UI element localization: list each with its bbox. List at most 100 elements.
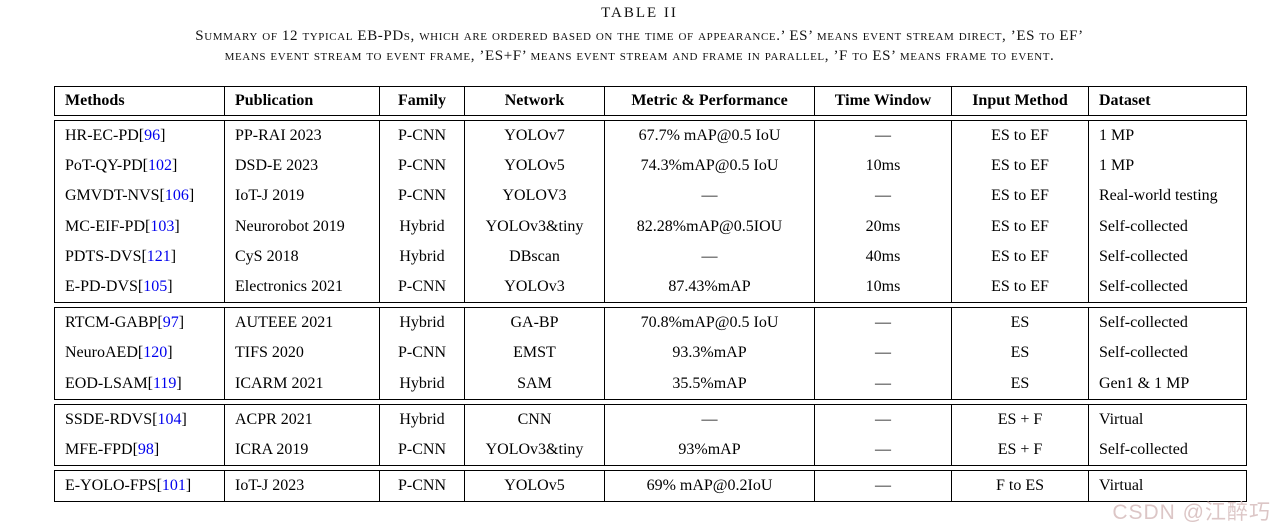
method-name: MC-EIF-PD[ bbox=[65, 217, 151, 235]
row-group: E-YOLO-FPS[101] IoT-J 2023 P-CNN YOLOv5 69% … bbox=[54, 470, 1247, 503]
cell-publication: TIFS 2020 bbox=[225, 338, 380, 369]
cell-publication: PP-RAI 2023 bbox=[225, 121, 380, 152]
table-row: GMVDT-NVS[106] IoT-J 2019 P-CNN YOLOV3— — ES … bbox=[55, 181, 1246, 212]
cell-network: EMST bbox=[465, 338, 605, 369]
row-group: HR-EC-PD[96] PP-RAI 2023 P-CNN YOLOv7 67.7% … bbox=[54, 120, 1247, 304]
cell-dataset: Virtual bbox=[1099, 477, 1144, 495]
column-header-network: Network bbox=[465, 87, 605, 115]
citation-link[interactable]: 101 bbox=[161, 477, 186, 495]
cell-method: MC-EIF-PD[103] bbox=[55, 211, 225, 242]
cell-metric: — bbox=[605, 404, 815, 435]
cell-method: HR-EC-PD[96] bbox=[55, 121, 225, 152]
cell-network: GA-BP bbox=[465, 308, 605, 339]
cell-publication: AUTEEE 2021 bbox=[225, 308, 380, 339]
cell-dataset: Self-collected bbox=[1099, 314, 1188, 332]
bracket-close: ] bbox=[174, 217, 180, 235]
citation-link[interactable]: 98 bbox=[137, 440, 154, 458]
cell-publication: ICRA 2019 bbox=[225, 434, 380, 466]
cell-method: GMVDT-NVS[106] bbox=[55, 181, 225, 212]
method-name: E-YOLO-FPS[ bbox=[65, 477, 162, 495]
cell-dataset: 1 MP bbox=[1099, 127, 1135, 145]
bracket-close: ] bbox=[160, 127, 166, 145]
cell-input-method: ES to EF bbox=[952, 271, 1089, 303]
cell-publication: IoT-J 2019 bbox=[225, 181, 380, 212]
cell-family: P-CNN bbox=[380, 151, 465, 182]
citation-link[interactable]: 121 bbox=[146, 247, 171, 265]
method-name: EOD-LSAM[ bbox=[65, 374, 153, 392]
cell-network: YOLOV3 bbox=[465, 181, 605, 212]
citation-link[interactable]: 97 bbox=[162, 314, 179, 332]
cell-time-window: — bbox=[815, 121, 952, 152]
cell-time-window: — bbox=[815, 181, 952, 212]
cell-metric: 35.5%mAP bbox=[605, 368, 815, 399]
citation-link[interactable]: 105 bbox=[143, 278, 168, 296]
cell-publication: Neurorobot 2019 bbox=[225, 211, 380, 242]
bracket-close: ] bbox=[167, 278, 173, 296]
column-header-publication: Publication bbox=[225, 87, 380, 115]
citation-link[interactable]: 119 bbox=[153, 374, 177, 392]
citation-link[interactable]: 103 bbox=[150, 217, 175, 235]
cell-network: YOLOv3&tiny bbox=[465, 434, 605, 466]
cell-network: YOLOv3&tiny bbox=[465, 211, 605, 242]
method-name: MFE-FPD[ bbox=[65, 440, 138, 458]
table-row: PDTS-DVS[121] CyS 2018 Hybrid DBscan —40ms ES… bbox=[55, 241, 1246, 272]
bracket-close: ] bbox=[185, 477, 192, 495]
bracket-close: ] bbox=[167, 344, 173, 362]
cell-input-method: ES + F bbox=[952, 434, 1089, 466]
table-row: MFE-FPD[98] ICRA 2019 P-CNN YOLOv3&tiny 93%m… bbox=[55, 434, 1246, 466]
table-row: PoT-QY-PD[102] DSD-E 2023 P-CNN YOLOv5 74.3%… bbox=[55, 151, 1246, 182]
cell-family: Hybrid bbox=[380, 241, 465, 272]
citation-link[interactable]: 120 bbox=[143, 344, 168, 362]
citation-link[interactable]: 104 bbox=[157, 410, 182, 428]
method-name: GMVDT-NVS[ bbox=[65, 187, 165, 205]
cell-time-window: — bbox=[815, 368, 952, 399]
cell-input-method: ES bbox=[952, 338, 1089, 369]
cell-dataset: Gen1 & 1 MP bbox=[1099, 374, 1190, 392]
table-row: MC-EIF-PD[103] Neurorobot 2019 Hybrid YOLOv… bbox=[55, 211, 1246, 242]
citation-link[interactable]: 96 bbox=[144, 127, 161, 145]
cell-metric: 82.28%mAP@0.5IOU bbox=[605, 211, 815, 242]
cell-metric: 74.3%mAP@0.5 IoU bbox=[605, 151, 815, 182]
cell-publication: IoT-J 2023 bbox=[225, 471, 380, 502]
bracket-close: ] bbox=[170, 247, 177, 265]
bracket-close: ] bbox=[176, 374, 182, 392]
column-header-metric-performance: Metric & Performance bbox=[605, 87, 815, 115]
cell-metric: — bbox=[605, 241, 815, 272]
bracket-close: ] bbox=[153, 440, 160, 458]
cell-input-method: ES to EF bbox=[952, 151, 1089, 182]
column-header-input-method: Input Method bbox=[952, 87, 1089, 115]
cell-time-window: — bbox=[815, 404, 952, 435]
table-row: E-PD-DVS[105] Electronics 2021 P-CNN YOLOv3… bbox=[55, 271, 1246, 303]
row-group: SSDE-RDVS[104] ACPR 2021 Hybrid CNN — — ES + F… bbox=[54, 403, 1247, 467]
table-header-box: Methods Publication Family Network Metric & … bbox=[54, 86, 1247, 116]
cell-metric: 93%mAP bbox=[605, 434, 815, 466]
table-caption: Summary of 12 typical EB-PDs, which are … bbox=[0, 26, 1279, 66]
cell-family: Hybrid bbox=[380, 308, 465, 339]
cell-metric: 93.3%mAP bbox=[605, 338, 815, 369]
citation-link[interactable]: 102 bbox=[147, 157, 172, 175]
cell-network: YOLOv5 bbox=[465, 151, 605, 182]
citation-link[interactable]: 106 bbox=[164, 187, 189, 205]
cell-method: PDTS-DVS[121] bbox=[55, 241, 225, 272]
cell-input-method: ES to EF bbox=[952, 211, 1089, 242]
table-row: EOD-LSAM[119] ICARM 2021 Hybrid SAM 35.5%mAP… bbox=[55, 368, 1246, 399]
cell-dataset: Virtual bbox=[1099, 410, 1144, 428]
cell-time-window: 10ms bbox=[815, 151, 952, 182]
cell-input-method: ES to EF bbox=[952, 181, 1089, 212]
cell-dataset: 1 MP bbox=[1099, 157, 1135, 175]
cell-metric: — bbox=[605, 181, 815, 212]
method-name: SSDE-RDVS[ bbox=[65, 410, 158, 428]
cell-method: RTCM-GABP[97] bbox=[55, 308, 225, 339]
cell-input-method: ES to EF bbox=[952, 121, 1089, 152]
cell-family: P-CNN bbox=[380, 471, 465, 502]
cell-input-method: ES to EF bbox=[952, 241, 1089, 272]
bracket-close: ] bbox=[171, 157, 178, 175]
cell-method: PoT-QY-PD[102] bbox=[55, 151, 225, 182]
method-name: PoT-QY-PD[ bbox=[65, 157, 148, 175]
cell-method: MFE-FPD[98] bbox=[55, 434, 225, 466]
method-name: RTCM-GABP[ bbox=[65, 314, 163, 332]
cell-family: Hybrid bbox=[380, 404, 465, 435]
cell-method: NeuroAED[120] bbox=[55, 338, 225, 369]
table-row: SSDE-RDVS[104] ACPR 2021 Hybrid CNN — — ES + F… bbox=[55, 404, 1246, 435]
